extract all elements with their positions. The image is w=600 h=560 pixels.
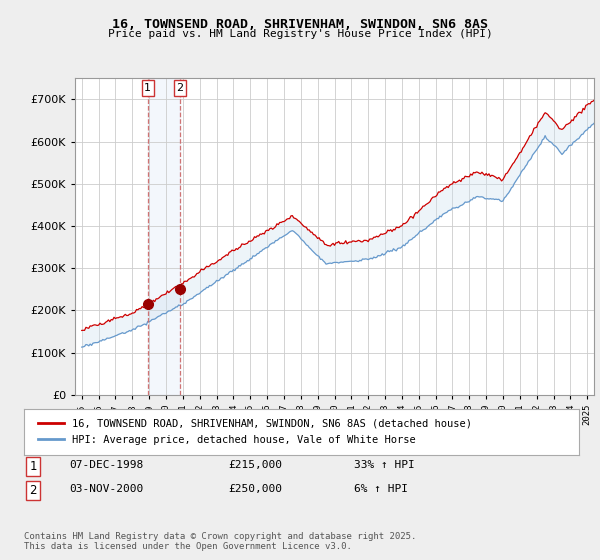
Text: £215,000: £215,000 bbox=[228, 460, 282, 470]
Text: £250,000: £250,000 bbox=[228, 484, 282, 494]
Text: 07-DEC-1998: 07-DEC-1998 bbox=[69, 460, 143, 470]
Text: Price paid vs. HM Land Registry's House Price Index (HPI): Price paid vs. HM Land Registry's House … bbox=[107, 29, 493, 39]
Legend: 16, TOWNSEND ROAD, SHRIVENHAM, SWINDON, SN6 8AS (detached house), HPI: Average p: 16, TOWNSEND ROAD, SHRIVENHAM, SWINDON, … bbox=[35, 416, 475, 448]
Text: 1: 1 bbox=[29, 460, 37, 473]
Text: 2: 2 bbox=[176, 83, 184, 93]
Text: 03-NOV-2000: 03-NOV-2000 bbox=[69, 484, 143, 494]
Text: 1: 1 bbox=[144, 83, 151, 93]
Text: Contains HM Land Registry data © Crown copyright and database right 2025.
This d: Contains HM Land Registry data © Crown c… bbox=[24, 532, 416, 552]
Bar bbox=[148, 78, 180, 395]
Text: 2: 2 bbox=[29, 484, 37, 497]
Text: 33% ↑ HPI: 33% ↑ HPI bbox=[354, 460, 415, 470]
Text: 6% ↑ HPI: 6% ↑ HPI bbox=[354, 484, 408, 494]
Text: 16, TOWNSEND ROAD, SHRIVENHAM, SWINDON, SN6 8AS: 16, TOWNSEND ROAD, SHRIVENHAM, SWINDON, … bbox=[112, 18, 488, 31]
